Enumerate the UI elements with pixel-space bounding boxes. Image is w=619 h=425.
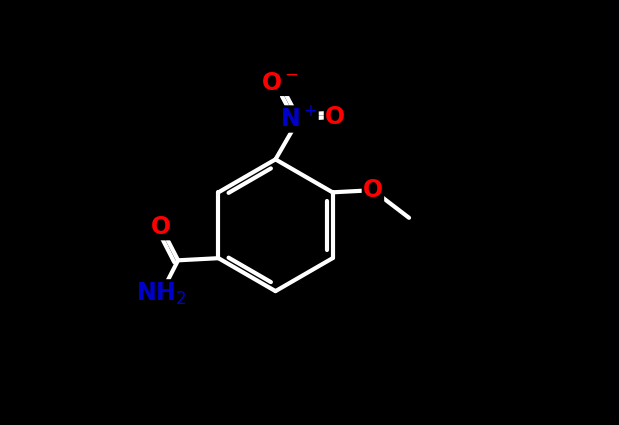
Text: N$^+$: N$^+$ bbox=[280, 107, 318, 131]
Text: NH$_2$: NH$_2$ bbox=[136, 280, 186, 306]
Text: O$^-$: O$^-$ bbox=[261, 71, 298, 95]
Text: O: O bbox=[363, 178, 383, 202]
Text: O: O bbox=[151, 215, 171, 239]
Text: O: O bbox=[325, 105, 345, 129]
